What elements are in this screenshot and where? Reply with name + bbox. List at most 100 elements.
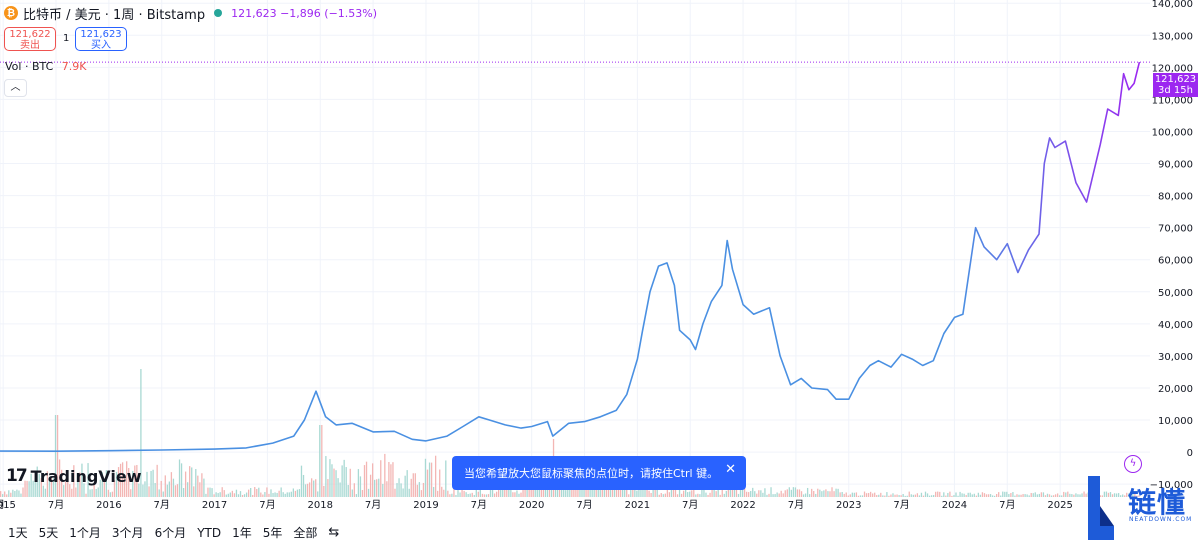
- volume-bar: [857, 495, 860, 497]
- volume-bar: [201, 473, 203, 497]
- volume-bar: [191, 467, 193, 497]
- volume-bar: [337, 478, 339, 497]
- x-tick-label: 7月: [893, 499, 909, 511]
- symbol-title[interactable]: 比特币 / 美元 · 1周 · Bitstamp: [23, 7, 206, 23]
- volume-bar: [1071, 494, 1073, 497]
- range-3m[interactable]: 3个月: [111, 526, 144, 540]
- volume-bar: [290, 491, 292, 497]
- volume-bar: [416, 484, 418, 497]
- y-tick-label: 20,000: [1158, 384, 1193, 395]
- volume-bar: [941, 495, 943, 497]
- sell-button[interactable]: 121,622 卖出: [4, 27, 56, 51]
- lightning-icon[interactable]: ϟ: [1124, 455, 1142, 473]
- range-5d[interactable]: 5天: [38, 526, 59, 540]
- range-1d[interactable]: 1天: [8, 526, 28, 540]
- buy-button[interactable]: 121,623 买入: [75, 27, 127, 51]
- x-tick-label: 7月: [471, 499, 487, 511]
- volume-bar: [148, 486, 150, 497]
- volume-bar: [811, 488, 813, 497]
- volume-bar: [91, 489, 93, 497]
- volume-bar: [792, 487, 795, 497]
- volume-bar: [991, 495, 994, 497]
- x-tick-label: 7月: [365, 499, 381, 511]
- volume-bar: [487, 494, 490, 497]
- price-series-line: [0, 61, 1141, 452]
- volume-bar: [735, 488, 738, 497]
- volume-bar: [109, 492, 112, 497]
- date-range-icon[interactable]: ⇆: [328, 525, 340, 540]
- volume-bar: [60, 469, 63, 497]
- volume-bar: [345, 467, 347, 497]
- volume-bar: [205, 493, 207, 497]
- volume-bar: [254, 487, 256, 497]
- volume-bar: [764, 488, 766, 497]
- volume-bar: [6, 494, 8, 497]
- volume-bar: [414, 473, 416, 497]
- volume-bar: [945, 495, 947, 497]
- volume-bar: [550, 486, 553, 497]
- volume-bar: [310, 478, 313, 497]
- volume-bar: [841, 491, 843, 497]
- volume-bar: [644, 487, 646, 497]
- volume-label: Vol · BTC: [5, 60, 54, 73]
- y-tick-label: 60,000: [1158, 256, 1193, 267]
- volume-bar: [1061, 495, 1063, 497]
- volume-bar: [977, 492, 980, 497]
- range-5y[interactable]: 5年: [262, 526, 283, 540]
- current-price-value: 121,623: [1154, 74, 1197, 85]
- volume-bar: [1018, 494, 1020, 497]
- close-icon[interactable]: ✕: [725, 462, 736, 477]
- volume-bar: [481, 493, 484, 497]
- volume-bar: [323, 485, 325, 497]
- volume-bar: [195, 469, 197, 497]
- y-axis[interactable]: −10,000 0 10,000 20,000 30,000 40,000 50,000 60…: [1150, 0, 1193, 491]
- volume-bar: [998, 492, 1000, 497]
- volume-bar: [1052, 495, 1055, 497]
- y-tick-label: 10,000: [1158, 416, 1193, 427]
- volume-bar: [565, 490, 567, 497]
- volume-bar: [668, 492, 671, 497]
- volume-bar: [231, 490, 234, 497]
- range-1m[interactable]: 1个月: [69, 526, 101, 540]
- volume-bar: [1008, 494, 1010, 497]
- volume-bar: [319, 425, 321, 497]
- y-tick-label: 70,000: [1158, 224, 1193, 235]
- volume-bar: [709, 492, 711, 497]
- volume-bar: [284, 493, 286, 497]
- volume-bar: [445, 460, 447, 497]
- volume-bar: [369, 474, 372, 497]
- range-all[interactable]: 全部: [293, 526, 318, 540]
- volume-bar: [42, 485, 44, 497]
- volume-bar: [376, 479, 378, 497]
- volume-legend[interactable]: Vol · BTC 7.9K: [5, 60, 86, 73]
- volume-bar: [508, 487, 510, 497]
- collapse-legend-button[interactable]: ︿: [4, 79, 27, 97]
- volume-bar: [500, 489, 502, 497]
- volume-bar: [981, 492, 984, 497]
- volume-bar: [315, 479, 317, 497]
- volume-bar: [776, 492, 778, 497]
- volume-bar: [252, 494, 254, 497]
- volume-bar: [363, 465, 366, 497]
- volume-bar: [548, 484, 551, 497]
- range-6m[interactable]: 6个月: [154, 526, 187, 540]
- volume-bar: [349, 468, 351, 497]
- volume-bar: [404, 475, 406, 497]
- volume-bar: [851, 492, 853, 497]
- volume-bar: [420, 490, 423, 497]
- toast-message: 当您希望放大您鼠标聚焦的点位时，请按住Ctrl 键。: [464, 467, 719, 480]
- volume-bar: [1016, 494, 1018, 497]
- x-axis[interactable]: 月2015 7月 2016 7月 2017 7月 2018 7月 2019 7月 2020 7月 202…: [0, 499, 1073, 511]
- volume-bar: [682, 490, 685, 497]
- volume-bar: [308, 482, 311, 497]
- volume-bar: [89, 489, 91, 497]
- range-ytd[interactable]: YTD: [197, 525, 222, 540]
- volume-bar: [715, 491, 717, 497]
- tradingview-logo[interactable]: 17 TradingView: [6, 466, 142, 486]
- volume-bar: [56, 415, 59, 497]
- volume-bar: [796, 489, 799, 497]
- range-1y[interactable]: 1年: [232, 526, 252, 540]
- volume-bar: [128, 468, 130, 497]
- volume-bar: [707, 494, 709, 497]
- volume-bar: [241, 494, 244, 497]
